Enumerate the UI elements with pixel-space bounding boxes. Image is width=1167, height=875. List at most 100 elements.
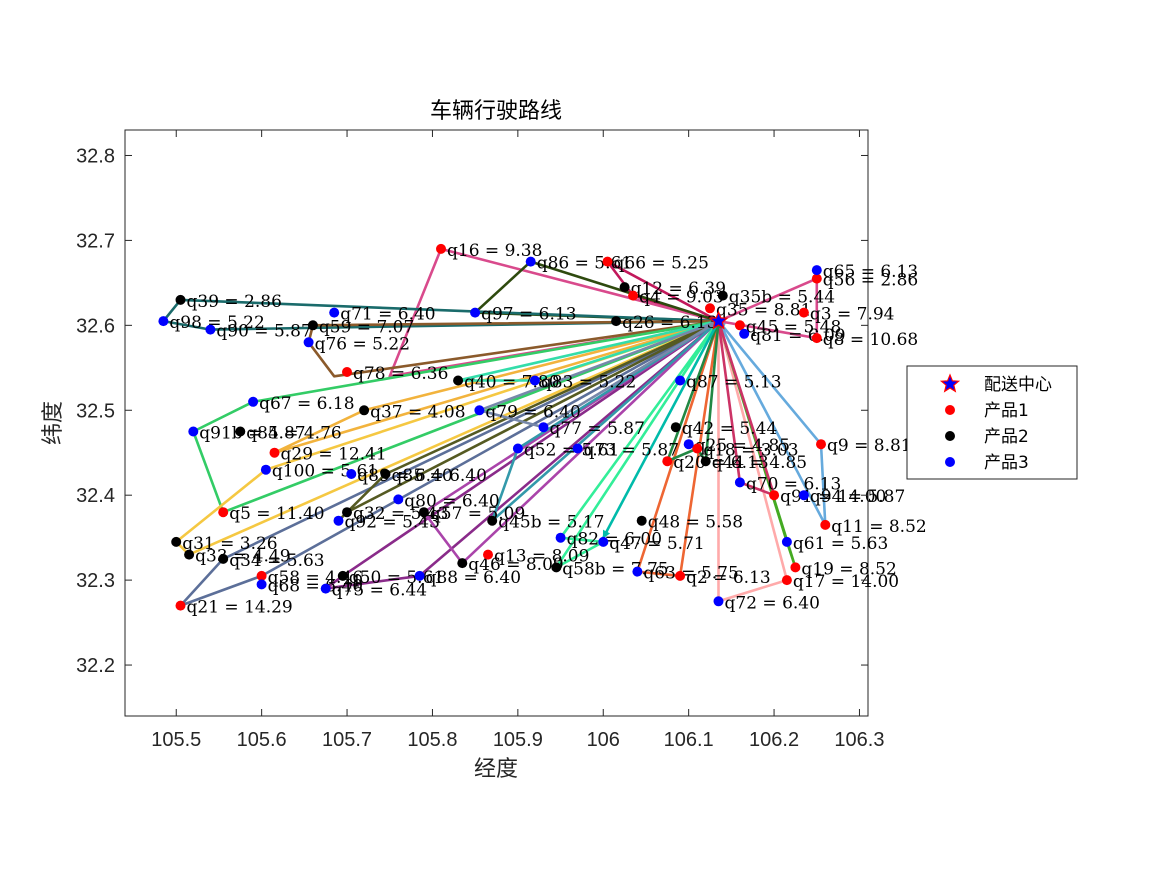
- x-tick-label-7: 106.1: [664, 729, 714, 751]
- point-label-series1-18: q20 = 6.13: [673, 453, 768, 473]
- point-label-series1-13: q8 = 10.68: [823, 330, 918, 350]
- point-series3-17: [572, 443, 583, 454]
- y-tick-label-7: 32.8: [76, 145, 115, 167]
- point-label-series2-14: q45b = 5.17: [498, 513, 604, 533]
- point-series2-7: [218, 553, 229, 564]
- x-axis-title: 经度: [474, 757, 518, 782]
- point-label-series3-1: q98 = 5.22: [169, 313, 264, 333]
- point-series2-14: [487, 515, 498, 526]
- depot-layer: [708, 310, 729, 330]
- y-tick-label-1: 32.2: [76, 655, 115, 677]
- point-label-series1-4: q29 = 12.41: [281, 445, 387, 465]
- route-line-24: [602, 320, 720, 539]
- point-series3-31: [675, 375, 686, 386]
- point-label-series3-6: q86 = 5.61: [537, 254, 632, 274]
- point-label-series1-12: q9 = 8.81: [827, 436, 912, 456]
- point-label-series2-7: q34 = 5.63: [229, 551, 324, 571]
- point-label-series1-14: q35 = 8.81: [716, 300, 811, 320]
- point-series1-18: [662, 456, 673, 467]
- point-label-series3-14: q83 = 5.22: [541, 373, 636, 393]
- point-series3-2: [205, 324, 216, 335]
- point-series3-4: [303, 337, 314, 348]
- point-label-series3-21: q75 = 6.44: [332, 581, 427, 601]
- point-series1-1: [436, 243, 446, 254]
- point-labels-layer: q16 = 9.38 q66 = 5.25 q78 = 6.36 q29 = 12.4…: [169, 241, 926, 618]
- point-label-series2-10: q57 = 5.09: [430, 504, 525, 524]
- point-series2-3: [235, 426, 246, 437]
- point-label-series3-31: q87 = 5.13: [686, 373, 781, 393]
- point-label-series3-13: q79 = 6.40: [485, 402, 580, 422]
- y-tick-label-3: 32.4: [76, 485, 115, 507]
- point-series1-2: [602, 256, 613, 267]
- point-series1-17: [692, 443, 703, 454]
- point-label-series3-3: q71 = 6.40: [340, 305, 435, 325]
- y-axis-title: 纬度: [41, 401, 66, 445]
- point-label-series2-16: q12 = 6.39: [631, 279, 726, 299]
- point-series2-1: [175, 294, 186, 305]
- point-series1-8: [483, 549, 493, 560]
- point-series3-11: [260, 464, 271, 475]
- point-label-series1-15: q45 = 5.48: [746, 317, 841, 337]
- y-tick-label-2: 32.3: [76, 570, 115, 592]
- point-series2-17: [717, 290, 728, 301]
- y-tick-label-6: 32.7: [76, 230, 115, 252]
- point-label-series3-24: q47 = 5.71: [609, 534, 704, 554]
- legend-label-1: 产品1: [984, 401, 1029, 421]
- point-label-series1-11: q11 = 8.52: [831, 517, 926, 537]
- chart-title: 车辆行驶路线: [430, 99, 562, 124]
- point-label-series1-9: q2 = 6.13: [686, 568, 771, 588]
- point-label-series2-11: q46 = 8.09: [468, 555, 563, 575]
- point-series2-10: [418, 507, 429, 518]
- point-label-series3-19: q92 = 5.43: [345, 513, 440, 533]
- y-tick-label-5: 32.6: [76, 315, 115, 337]
- point-label-series3-20: q68 = 6.40: [268, 576, 363, 596]
- point-series2-19: [453, 375, 464, 386]
- point-label-series1-21: q3 = 7.94: [810, 305, 895, 325]
- point-series3-16: [538, 422, 549, 433]
- point-label-series2-12: q58b = 7.75: [562, 559, 668, 579]
- depot-marker: [708, 310, 729, 330]
- x-tick-label-1: 105.5: [151, 729, 201, 751]
- point-series2-5: [171, 536, 182, 547]
- legend-label-3: 产品3: [984, 453, 1029, 473]
- point-label-series2-2: q59 = 7.07: [319, 317, 414, 337]
- point-label-series3-18: q80 = 6.40: [404, 491, 499, 511]
- route-line-8: [273, 318, 720, 455]
- x-tick-label-5: 105.9: [493, 729, 543, 751]
- point-label-series2-1: q39 = 2.86: [187, 292, 282, 312]
- legend-marker-2: [945, 431, 955, 441]
- point-series1-14: [705, 303, 715, 314]
- point-series3-30: [683, 439, 694, 450]
- point-label-series2-13: q48 = 5.58: [648, 513, 743, 533]
- point-label-series1-10: q17 = 14.00: [793, 572, 899, 592]
- point-label-series3-15: q52 = 5.61: [524, 441, 619, 461]
- point-label-series3-7: q65 = 6.13: [823, 262, 918, 282]
- point-label-series1-16: q56 = 2.86: [823, 271, 918, 291]
- point-label-series1-5: q5 = 11.40: [229, 504, 324, 524]
- route-line-13: [422, 320, 720, 565]
- route-line-14: [490, 320, 720, 523]
- point-series1-4: [269, 447, 280, 458]
- point-label-series2-3: q84 = 4.76: [246, 424, 341, 444]
- point-label-series3-28: q94 = 5.87: [810, 487, 905, 507]
- point-series1-12: [816, 439, 826, 450]
- point-series2-8: [342, 507, 352, 518]
- route-line-22: [456, 318, 720, 382]
- point-series3-9: [248, 396, 259, 407]
- point-series2-20: [337, 570, 348, 581]
- point-label-series3-8: q81 = 6.09: [750, 326, 845, 346]
- point-series2-2: [307, 320, 318, 331]
- point-label-series3-10: q91b = 5.87: [199, 424, 305, 444]
- point-series1-15: [734, 320, 745, 331]
- point-series3-20: [256, 579, 267, 590]
- point-label-series3-26: q72 = 6.40: [725, 593, 820, 613]
- point-label-series1-3: q78 = 6.36: [353, 364, 448, 384]
- route-line-18: [717, 320, 827, 527]
- legend-marker-1: [945, 405, 955, 415]
- legend-marker-3: [945, 457, 955, 467]
- point-series1-9: [675, 570, 686, 581]
- point-series2-15: [670, 422, 681, 433]
- point-series1-21: [798, 307, 809, 318]
